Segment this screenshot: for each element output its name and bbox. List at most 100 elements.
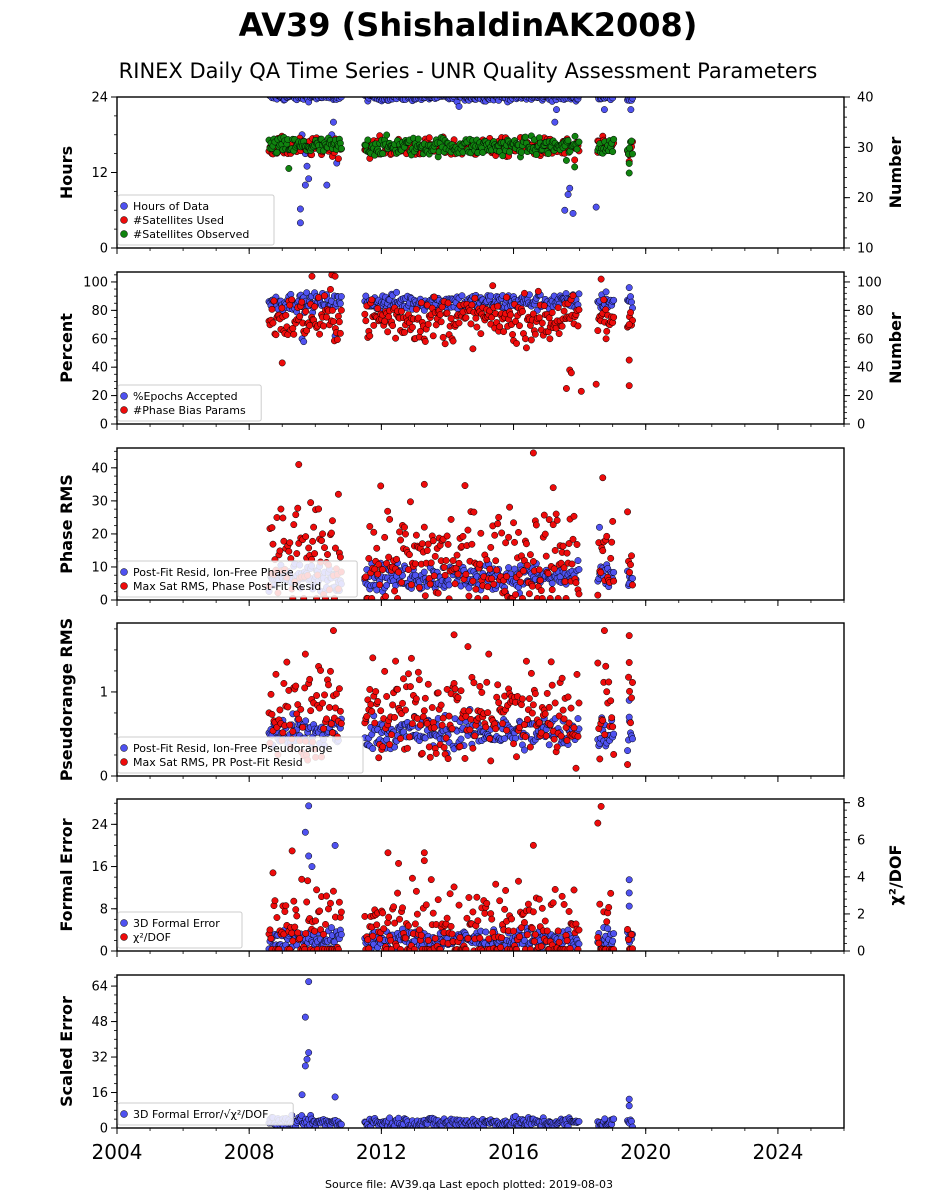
data-point [291,923,299,931]
data-point [416,327,424,335]
data-point [492,725,500,733]
data-point [365,555,373,562]
data-point [383,581,391,589]
data-point [313,886,321,894]
data-point [609,148,617,156]
data-point [335,898,343,906]
data-point [627,561,634,569]
data-point [488,915,496,923]
data-point [336,329,344,337]
data-point [305,544,313,552]
y-right-tick-label: 100 [857,275,882,290]
data-point [567,704,575,712]
data-point [505,533,513,541]
data-point [383,131,391,139]
data-point [462,712,470,720]
data-point [439,333,447,341]
data-point [429,909,437,917]
data-point [510,927,517,935]
data-point [425,134,433,142]
data-point [391,919,399,927]
data-point [603,918,611,926]
data-point [492,557,500,565]
data-point [364,136,372,144]
data-point [519,695,526,703]
data-point-outlier [602,288,610,296]
data-point [337,931,345,938]
data-point [575,566,583,573]
legend-label: Post-Fit Resid, Ion-Free Phase [133,566,294,579]
data-point [490,580,498,588]
data-point [325,681,332,689]
figure-subtitle: RINEX Daily QA Time Series - UNR Quality… [119,59,818,83]
data-point-outlier [625,169,633,177]
data-point [426,580,434,588]
data-point [529,908,537,916]
data-point [522,344,530,352]
data-point [313,692,321,699]
legend-marker [120,1110,128,1118]
data-point [542,552,550,560]
data-point [307,499,315,507]
data-point [405,566,412,574]
data-point [328,529,335,537]
data-point [573,145,581,153]
data-point [400,675,407,683]
data-point [319,530,326,538]
data-point [575,699,583,707]
data-point [380,925,388,933]
data-point [599,716,607,724]
data-point [503,726,511,734]
panel-frame [116,271,845,425]
data-point-outlier [420,849,428,857]
data-point [396,528,403,536]
data-point [421,592,429,600]
data-point [306,322,314,329]
data-point [498,97,502,98]
data-point [398,579,405,586]
y-tick-label: 12 [91,166,108,181]
data-point [453,551,461,559]
data-point [516,933,523,941]
data-point [324,551,331,558]
data-point [367,701,375,708]
data-point [405,670,412,678]
data-point [502,539,510,547]
data-point [625,673,632,681]
data-point [336,553,344,561]
data-point [555,330,563,338]
data-point [373,921,381,929]
data-point-outlier [597,802,605,810]
data-point [414,135,422,143]
data-point-outlier [562,385,570,392]
data-point [529,310,537,318]
data-point [449,557,457,565]
y-right-tick-label: 0 [857,418,865,433]
data-point [290,330,298,338]
data-point [521,733,529,741]
data-point [501,587,509,595]
data-point [565,719,573,727]
data-point [393,288,401,296]
data-point [331,704,339,712]
data-point-outlier [625,284,633,292]
data-point-outlier [305,802,313,810]
data-point [406,551,413,559]
data-point [568,97,572,98]
data-point [432,750,440,757]
data-point [484,583,492,591]
data-point [455,901,463,909]
legend-marker [120,568,128,576]
data-point [486,565,494,573]
data-point [448,930,456,938]
data-point [456,934,464,941]
data-point [323,892,330,900]
data-point [269,319,277,327]
data-point [428,704,436,711]
markers-group [265,802,636,951]
data-point [396,90,402,96]
y-tick-label: 80 [91,304,108,319]
data-point [535,566,543,574]
data-point [624,508,632,516]
data-point [328,924,335,932]
